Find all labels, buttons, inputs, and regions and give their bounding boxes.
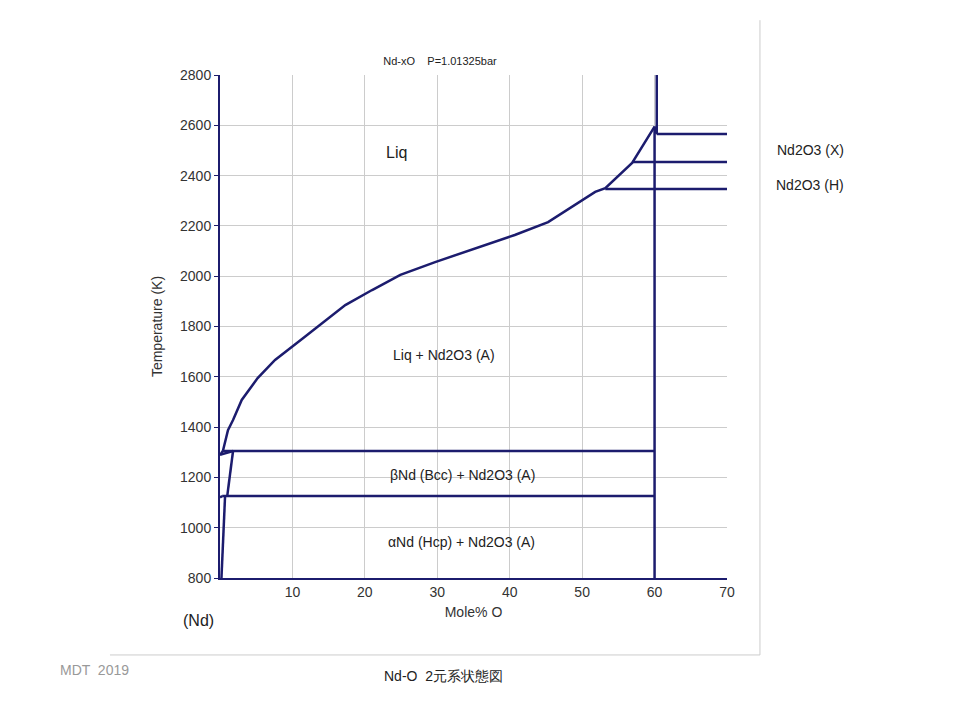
svg-text:1400: 1400: [180, 419, 211, 435]
svg-text:30: 30: [430, 584, 446, 600]
svg-text:Nd-O 2元系状態図: Nd-O 2元系状態図: [384, 668, 503, 684]
svg-text:20: 20: [357, 584, 373, 600]
svg-text:Liq + Nd2O3 (A): Liq + Nd2O3 (A): [393, 347, 495, 363]
svg-text:2800: 2800: [180, 67, 211, 83]
svg-text:(Nd): (Nd): [183, 612, 214, 629]
svg-text:MDT 2019: MDT 2019: [60, 662, 129, 678]
svg-text:2200: 2200: [180, 218, 211, 234]
svg-text:Mole% O: Mole% O: [445, 604, 503, 620]
svg-text:40: 40: [502, 584, 518, 600]
svg-text:Nd2O3 (X): Nd2O3 (X): [777, 142, 844, 158]
svg-text:60: 60: [647, 584, 663, 600]
svg-text:1600: 1600: [180, 369, 211, 385]
svg-text:Nd2O3 (H): Nd2O3 (H): [776, 177, 844, 193]
svg-text:βNd (Bcc) + Nd2O3 (A): βNd (Bcc) + Nd2O3 (A): [390, 467, 535, 483]
svg-text:2400: 2400: [180, 168, 211, 184]
svg-text:1000: 1000: [180, 520, 211, 536]
svg-text:70: 70: [719, 584, 735, 600]
svg-text:2000: 2000: [180, 268, 211, 284]
svg-text:50: 50: [574, 584, 590, 600]
svg-text:Liq: Liq: [386, 144, 407, 161]
svg-text:Nd-xO P=1.01325bar: Nd-xO P=1.01325bar: [383, 55, 497, 67]
svg-text:1200: 1200: [180, 469, 211, 485]
svg-text:Temperature (K): Temperature (K): [149, 276, 165, 377]
svg-text:800: 800: [188, 570, 212, 586]
svg-text:1800: 1800: [180, 318, 211, 334]
svg-text:2600: 2600: [180, 117, 211, 133]
svg-text:αNd (Hcp) + Nd2O3 (A): αNd (Hcp) + Nd2O3 (A): [388, 534, 535, 550]
svg-text:10: 10: [285, 584, 301, 600]
